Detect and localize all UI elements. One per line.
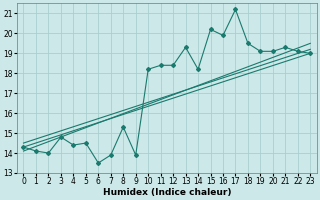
X-axis label: Humidex (Indice chaleur): Humidex (Indice chaleur) <box>103 188 231 197</box>
